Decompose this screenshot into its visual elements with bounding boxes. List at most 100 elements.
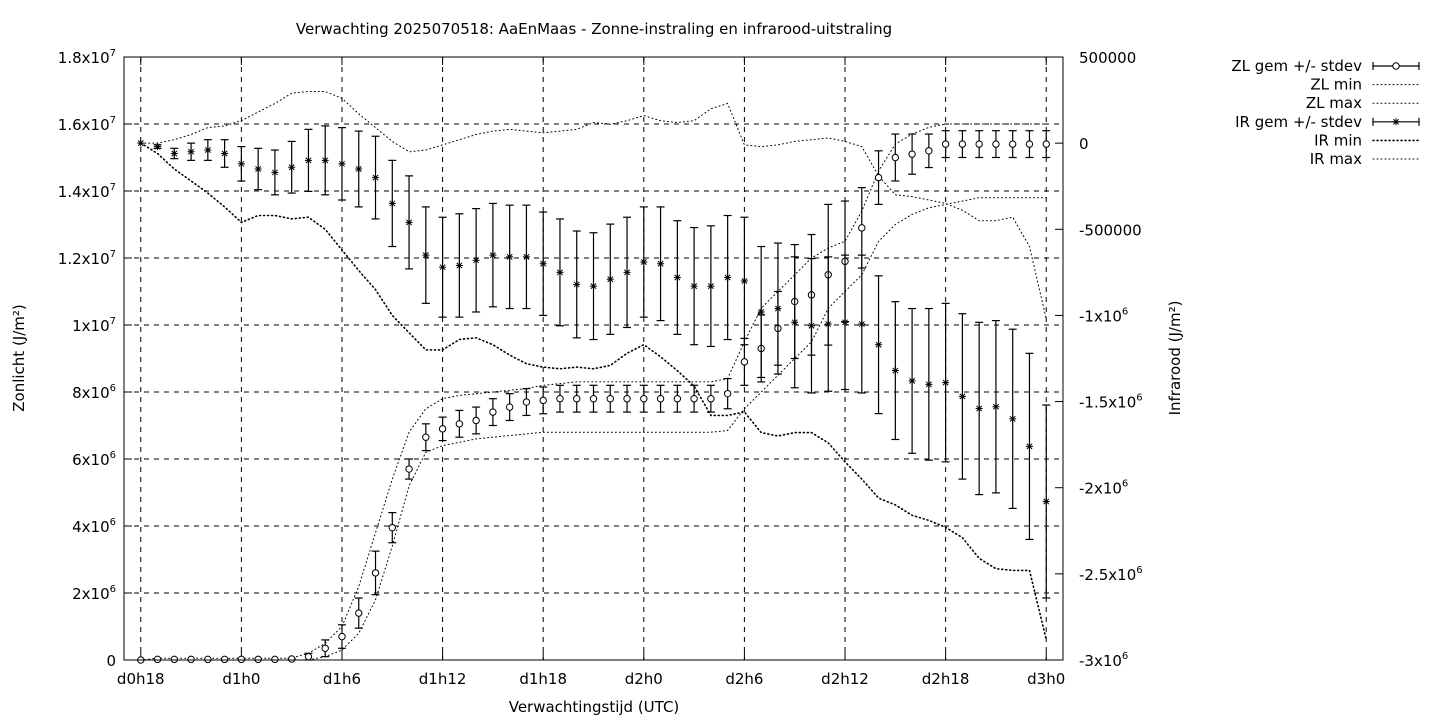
data-point bbox=[874, 275, 883, 415]
point-marker bbox=[204, 147, 211, 154]
point-marker bbox=[238, 160, 245, 167]
legend-marker bbox=[1392, 62, 1400, 70]
data-point bbox=[1008, 130, 1017, 159]
point-marker bbox=[573, 281, 580, 288]
data-point bbox=[1008, 328, 1017, 509]
point-marker bbox=[941, 140, 950, 148]
point-marker bbox=[322, 157, 329, 164]
data-point bbox=[572, 230, 581, 339]
point-marker bbox=[724, 274, 731, 281]
data-point bbox=[187, 142, 196, 161]
data-point bbox=[153, 143, 162, 151]
data-point bbox=[924, 307, 933, 461]
point-marker bbox=[371, 569, 380, 577]
point-marker bbox=[305, 157, 312, 164]
data-point bbox=[1042, 130, 1051, 159]
point-marker bbox=[1008, 140, 1017, 148]
point-marker bbox=[942, 379, 949, 386]
point-marker bbox=[657, 260, 664, 267]
y2-tick-label: 0 bbox=[1079, 135, 1089, 153]
point-marker bbox=[992, 140, 1000, 148]
point-marker bbox=[405, 465, 413, 473]
point-marker bbox=[355, 609, 363, 617]
x-axis-label: Verwachtingstijd (UTC) bbox=[509, 698, 680, 716]
point-marker bbox=[875, 341, 882, 348]
data-point bbox=[841, 254, 850, 391]
point-marker bbox=[825, 321, 832, 328]
y1-tick-label: 1.2x107 bbox=[58, 249, 116, 268]
x-tick-label: d2h12 bbox=[821, 670, 869, 688]
point-marker bbox=[255, 166, 262, 172]
point-marker bbox=[221, 150, 228, 157]
data-point bbox=[522, 388, 531, 417]
point-marker bbox=[624, 269, 631, 276]
data-point bbox=[371, 135, 380, 220]
data-point bbox=[656, 384, 665, 413]
point-marker bbox=[473, 257, 480, 264]
point-marker bbox=[656, 395, 665, 403]
point-marker bbox=[774, 305, 781, 312]
point-marker bbox=[925, 381, 932, 388]
y2-tick-label: -500000 bbox=[1079, 221, 1142, 239]
point-marker bbox=[975, 140, 983, 148]
series-line-ir-min bbox=[140, 142, 1047, 641]
point-marker bbox=[153, 655, 162, 664]
point-marker bbox=[640, 259, 647, 265]
data-point bbox=[371, 550, 380, 596]
x-tick-label: d1h12 bbox=[419, 670, 467, 688]
point-marker bbox=[908, 150, 916, 158]
point-marker bbox=[959, 393, 966, 400]
point-marker bbox=[707, 283, 714, 290]
data-point bbox=[254, 655, 262, 664]
point-marker bbox=[439, 264, 446, 271]
data-point bbox=[438, 216, 447, 318]
data-point bbox=[807, 257, 816, 394]
data-point bbox=[304, 128, 313, 192]
legend-label: ZL max bbox=[1306, 94, 1362, 112]
y1-tick-label: 6x106 bbox=[72, 450, 116, 469]
data-point bbox=[639, 206, 648, 318]
data-point bbox=[388, 511, 397, 544]
data-point bbox=[337, 127, 346, 201]
point-marker bbox=[287, 655, 296, 663]
point-marker bbox=[623, 395, 631, 403]
data-point bbox=[606, 384, 615, 413]
point-marker bbox=[573, 395, 581, 403]
data-point bbox=[757, 245, 766, 379]
point-marker bbox=[288, 164, 295, 171]
data-point bbox=[522, 204, 531, 310]
y1-tick-label: 1x107 bbox=[72, 316, 116, 335]
point-marker bbox=[506, 253, 513, 260]
point-marker bbox=[891, 153, 900, 162]
legend-marker bbox=[1393, 118, 1399, 125]
y1-tick-label: 1.8x107 bbox=[58, 48, 116, 67]
data-point bbox=[170, 655, 179, 664]
point-marker bbox=[355, 166, 362, 172]
point-marker bbox=[589, 395, 598, 403]
point-marker bbox=[1025, 140, 1034, 148]
point-marker bbox=[1043, 498, 1050, 505]
data-point bbox=[220, 655, 229, 664]
point-marker bbox=[1009, 415, 1016, 422]
point-marker bbox=[674, 274, 681, 281]
data-point bbox=[908, 307, 917, 454]
point-marker bbox=[137, 140, 144, 147]
point-marker bbox=[1026, 443, 1033, 450]
chart-title: Verwachting 2025070518: AaEnMaas - Zonne… bbox=[296, 20, 892, 38]
point-marker bbox=[723, 389, 732, 398]
data-point bbox=[421, 423, 430, 452]
data-point bbox=[488, 398, 497, 427]
point-marker bbox=[523, 253, 530, 260]
data-point bbox=[421, 206, 430, 304]
point-marker bbox=[438, 425, 447, 433]
data-point bbox=[891, 133, 900, 182]
data-point bbox=[438, 416, 447, 442]
legend-label: ZL min bbox=[1310, 76, 1362, 94]
point-marker bbox=[673, 395, 682, 403]
data-point bbox=[539, 386, 548, 415]
x-tick-label: d1h6 bbox=[323, 670, 361, 688]
data-point bbox=[505, 393, 514, 422]
data-point bbox=[187, 655, 195, 664]
